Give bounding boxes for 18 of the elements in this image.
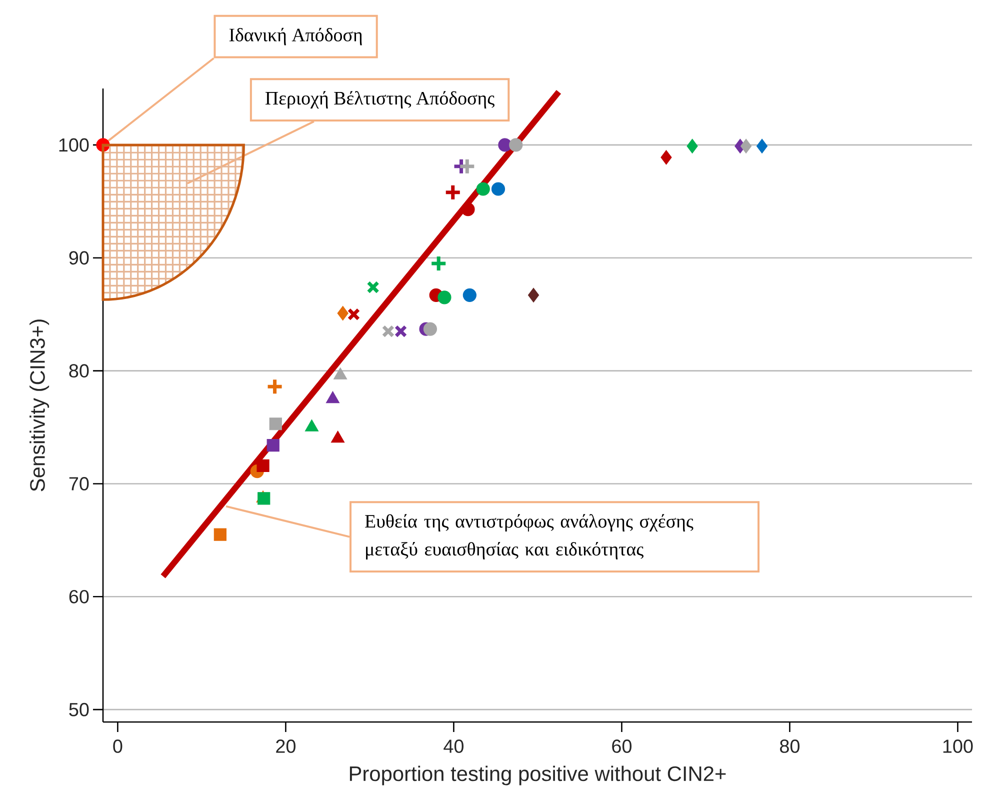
y-tick-label: 80 [69,364,89,378]
y-tick-label: 60 [69,590,89,604]
y-tick-label: 100 [59,138,89,152]
x-tick-label: 0 [113,740,122,753]
annotation: Ιδανική Απόδοση [229,28,362,46]
y-tick-label: 50 [69,702,89,716]
annotation: Ευθεία της αντιστρόφως ανάλογης σχέσης μεταξύ ευαισθησίας και ειδικότητας [365,514,694,560]
x-tick-label: 80 [780,740,800,753]
x-axis-title: Proportion testing positive without CIN2+ [350,766,726,786]
point [528,288,540,302]
x-tick-label: 60 [612,740,632,753]
annotation: Περιοχή Βέλτιστης Απόδοσης [265,91,494,108]
y-axis-title: Sensitivity (CIN3+) [30,320,50,492]
x-tick-label: 100 [943,740,973,753]
y-tick-label: 90 [69,251,89,265]
x-tick-label: 40 [444,740,464,753]
y-tick-label: 70 [69,477,89,490]
x-tick-label: 20 [276,740,296,753]
